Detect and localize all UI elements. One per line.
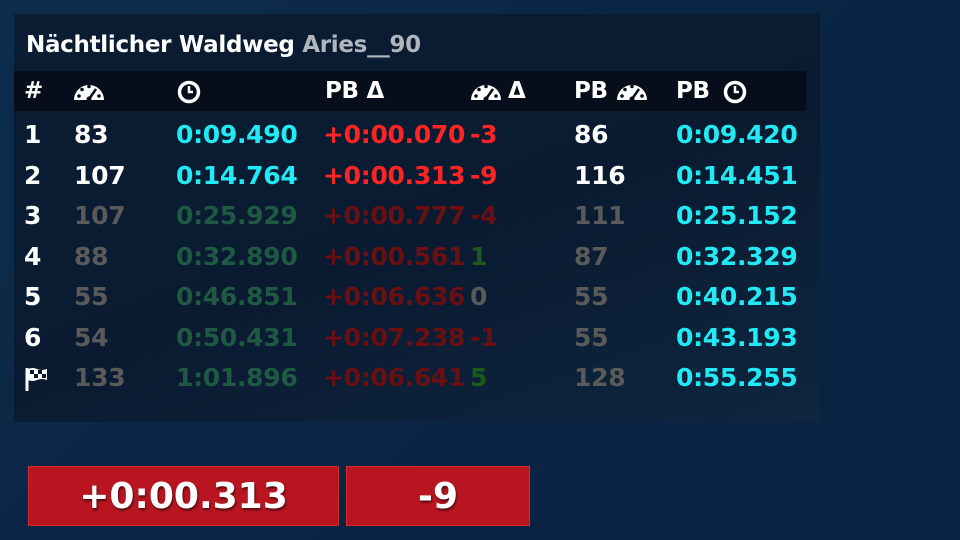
speed-value: 83 [74,120,109,149]
speedometer-icon [469,80,503,102]
pb-speed: 116 [574,161,626,190]
header-pb-delta: PB Δ [325,78,384,104]
speed-delta: -3 [470,120,498,149]
checkpoint-number: 2 [24,161,42,190]
pb-time: 0:43.193 [676,323,798,352]
header-speed-delta: Δ [508,78,526,104]
speed-value: 54 [74,323,109,352]
pb-speed: 111 [574,201,626,230]
pb-time: 0:55.255 [676,363,798,392]
pb-time: 0:14.451 [676,161,798,190]
pb-speed: 55 [574,323,609,352]
header-checkpoint: # [24,78,43,104]
split-times-panel: Nächtlicher Waldweg Aries__90 # PB Δ [14,14,820,422]
speedometer-icon [72,80,106,102]
speedometer-icon [615,80,649,102]
checkpoint-number: 6 [24,323,42,352]
pb-delta: +0:00.777 [323,201,466,230]
pb-speed: 128 [574,363,626,392]
pb-delta: +0:07.238 [323,323,466,352]
time-delta-display: +0:00.313 [28,466,339,526]
clock-icon [177,80,201,104]
pb-time: 0:32.329 [676,242,798,271]
pb-speed: 86 [574,120,609,149]
speed-value: 133 [74,363,126,392]
split-time: 0:14.764 [176,161,298,190]
finish-flag-icon [24,366,50,392]
speed-delta: -4 [470,201,498,230]
header-pb-time: PB [676,78,710,104]
split-time: 1:01.896 [176,363,298,392]
split-time: 0:46.851 [176,282,298,311]
split-time: 0:25.929 [176,201,298,230]
speed-delta: -1 [470,323,498,352]
speed-delta: 1 [470,242,488,271]
player-name: Aries__90 [302,32,421,58]
speed-value: 55 [74,282,109,311]
table-header [14,71,806,111]
header-pb-speed: PB [574,78,608,104]
checkpoint-number: 5 [24,282,42,311]
pb-speed: 55 [574,282,609,311]
pb-time: 0:09.420 [676,120,798,149]
split-time: 0:32.890 [176,242,298,271]
split-time: 0:50.431 [176,323,298,352]
panel-title: Nächtlicher Waldweg Aries__90 [26,32,421,58]
checkpoint-number: 4 [24,242,42,271]
clock-icon [723,80,747,104]
pb-delta: +0:06.636 [323,282,466,311]
speed-delta: -9 [470,161,498,190]
pb-speed: 87 [574,242,609,271]
speed-delta: 0 [470,282,488,311]
speed-delta: 5 [470,363,488,392]
pb-delta: +0:06.641 [323,363,466,392]
speed-value: 88 [74,242,109,271]
split-time: 0:09.490 [176,120,298,149]
speed-delta-display: -9 [346,466,530,526]
track-name: Nächtlicher Waldweg [26,32,295,58]
pb-delta: +0:00.313 [323,161,466,190]
speed-value: 107 [74,161,126,190]
checkpoint-number: 3 [24,201,42,230]
pb-delta: +0:00.070 [323,120,466,149]
pb-time: 0:25.152 [676,201,798,230]
speed-value: 107 [74,201,126,230]
checkpoint-number: 1 [24,120,42,149]
pb-delta: +0:00.561 [323,242,466,271]
pb-time: 0:40.215 [676,282,798,311]
